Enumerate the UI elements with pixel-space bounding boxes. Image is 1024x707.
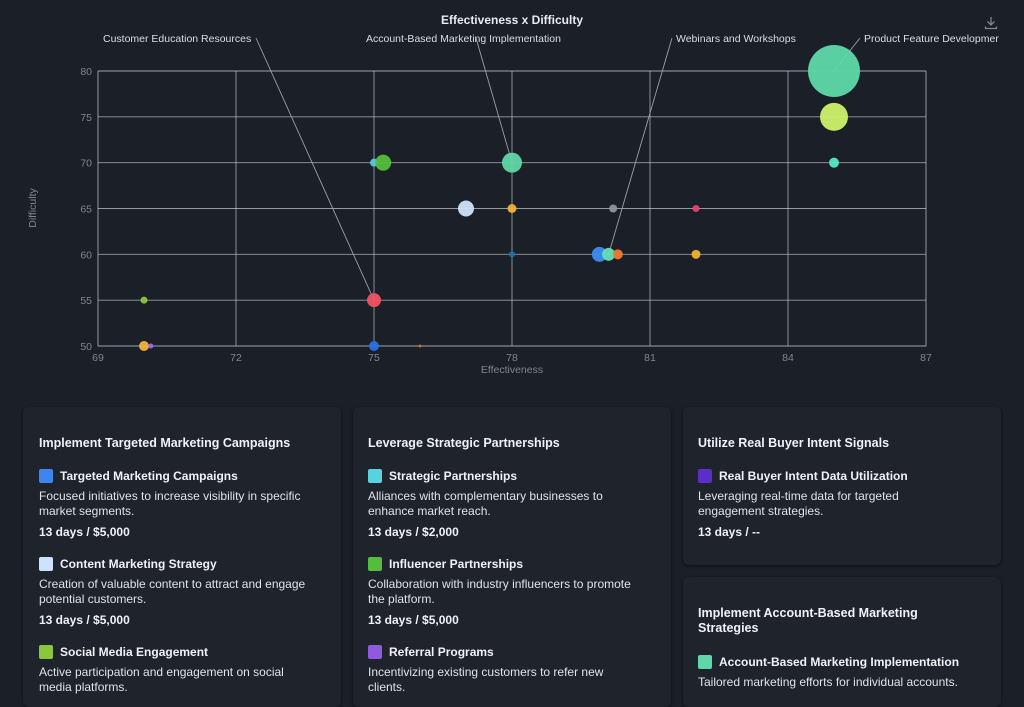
card-account-based-marketing: Implement Account-Based Marketing Strateg…: [683, 577, 1001, 707]
card-strategic-partnerships: Leverage Strategic Partnerships Strategi…: [353, 407, 671, 707]
list-item[interactable]: Targeted Marketing Campaigns Focused ini…: [39, 468, 341, 539]
color-swatch: [368, 557, 382, 571]
x-tick-label: 81: [644, 352, 656, 364]
y-axis-label: Difficulty: [27, 188, 39, 228]
list-item[interactable]: Account-Based Marketing Implementation T…: [698, 654, 1001, 690]
data-point: [509, 251, 515, 258]
data-point: [369, 341, 379, 351]
list-item[interactable]: Social Media Engagement Active participa…: [39, 644, 341, 695]
card-title: Implement Targeted Marketing Campaigns: [39, 436, 291, 450]
item-title: Strategic Partnerships: [389, 469, 518, 483]
scatter-chart: 69 72 75 78 81 84 87 50 55 60 65 70 75 80 Effectivenes…: [27, 13, 999, 376]
y-tick-label: 55: [80, 295, 92, 307]
x-tick-label: 84: [782, 352, 794, 364]
data-point: [375, 154, 392, 171]
x-axis-label: Effectiveness: [481, 364, 543, 376]
item-meta: 13 days / $5,000: [39, 525, 130, 539]
color-swatch: [698, 655, 712, 669]
item-title: Content Marketing Strategy: [60, 557, 217, 571]
card-title: Utilize Real Buyer Intent Signals: [698, 436, 890, 450]
y-tick-label: 75: [80, 112, 92, 124]
data-point: [602, 247, 616, 261]
item-description: Creation of valuable content to attract …: [39, 577, 306, 606]
card-title: Implement Account-Based Marketing Strateg…: [698, 606, 918, 635]
item-title: Influencer Partnerships: [389, 557, 524, 571]
data-point: [139, 341, 149, 351]
color-swatch: [368, 645, 382, 659]
color-swatch: [39, 469, 53, 483]
x-tick-label: 75: [368, 352, 380, 364]
item-description: Incentivizing existing customers to refe…: [368, 665, 604, 694]
data-point: [140, 296, 148, 304]
color-swatch: [698, 469, 712, 483]
x-tick-label: 78: [506, 352, 518, 364]
data-point: [829, 157, 839, 168]
data-point: [148, 343, 154, 349]
item-description: Tailored marketing efforts for individua…: [698, 675, 958, 689]
data-point: [692, 205, 700, 212]
data-point: [609, 204, 618, 213]
item-description: Leveraging real-time data for targeted en…: [698, 489, 899, 518]
x-tick-label: 72: [230, 352, 242, 364]
item-description: Alliances with complementary businesses …: [368, 489, 603, 518]
item-meta: 13 days / $5,000: [368, 613, 459, 627]
data-point: [507, 204, 517, 213]
y-tick-label: 50: [80, 341, 92, 353]
y-tick-label: 70: [80, 158, 92, 170]
color-swatch: [39, 645, 53, 659]
annotation-label: Customer Education Resources: [103, 33, 251, 45]
data-point: [367, 293, 381, 308]
item-description: Collaboration with industry influencers …: [368, 577, 631, 606]
list-item[interactable]: Influencer Partnerships Collaboration wi…: [368, 556, 671, 627]
item-title: Real Buyer Intent Data Utilization: [719, 469, 908, 483]
annotation-label: Account-Based Marketing Implementation: [366, 33, 561, 45]
item-description: Active participation and engagement on s…: [39, 665, 284, 694]
y-tick-label: 80: [80, 66, 92, 78]
list-item[interactable]: Strategic Partnerships Alliances with co…: [368, 468, 671, 539]
item-meta: 13 days / $5,000: [39, 613, 130, 627]
item-description: Focused initiatives to increase visibili…: [39, 489, 301, 518]
data-point: [612, 249, 623, 260]
download-icon[interactable]: [983, 15, 999, 31]
chart-area: 69 72 75 78 81 84 87 50 55 60 65 70 75 80 Effectivenes…: [27, 13, 999, 376]
x-tick-label: 69: [92, 352, 104, 364]
x-tick-label: 87: [920, 352, 932, 364]
chart-title: Effectiveness x Difficulty: [441, 13, 583, 27]
list-item[interactable]: Referral Programs Incentivizing existing…: [368, 644, 671, 695]
color-swatch: [368, 469, 382, 483]
data-point: [820, 102, 848, 131]
y-tick-label: 60: [80, 249, 92, 261]
item-title: Social Media Engagement: [60, 645, 209, 659]
item-meta: 13 days / --: [698, 525, 761, 539]
data-point: [808, 45, 860, 97]
list-item[interactable]: Real Buyer Intent Data Utilization Lever…: [698, 468, 1001, 539]
annotation-label: Webinars and Workshops: [676, 33, 796, 45]
initiative-cards: Implement Targeted Marketing Campaigns T…: [0, 403, 1024, 707]
color-swatch: [39, 557, 53, 571]
list-item[interactable]: Content Marketing Strategy Creation of v…: [39, 556, 341, 627]
card-title: Leverage Strategic Partnerships: [368, 436, 560, 450]
item-title: Account-Based Marketing Implementation: [719, 655, 960, 669]
card-targeted-marketing: Implement Targeted Marketing Campaigns T…: [23, 407, 341, 707]
annotation-leader: [475, 37, 513, 163]
annotation-leader: [255, 37, 375, 301]
item-title: Referral Programs: [389, 645, 494, 659]
annotation-label: Product Feature Developmer: [864, 33, 999, 45]
data-point: [691, 249, 701, 259]
card-buyer-intent: Utilize Real Buyer Intent Signals Real B…: [683, 407, 1001, 565]
data-point: [591, 246, 607, 262]
data-point: [458, 200, 474, 217]
data-point: [502, 152, 522, 173]
annotation-leader: [608, 37, 673, 255]
item-meta: 13 days / $2,000: [368, 525, 459, 539]
data-point: [418, 344, 422, 348]
item-title: Targeted Marketing Campaigns: [60, 469, 238, 483]
y-tick-label: 65: [80, 204, 92, 216]
